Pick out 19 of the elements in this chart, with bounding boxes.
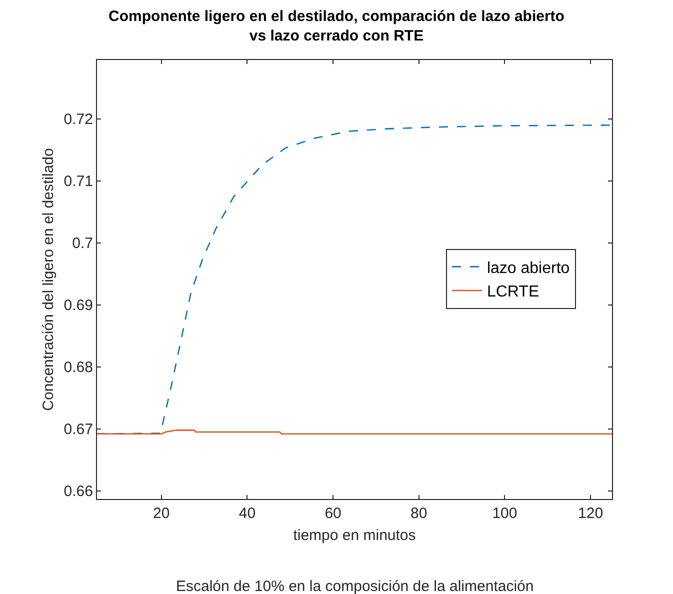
x-tick-label: 120 — [578, 505, 604, 522]
y-tick-label: 0.72 — [64, 111, 93, 128]
y-tick-label: 0.68 — [64, 359, 93, 376]
text: Escalón de 10% en la composición de la alimentación — [176, 578, 534, 594]
y-tick-label: 0.71 — [64, 173, 93, 190]
x-tick-label: 80 — [410, 505, 428, 522]
legend-label: lazo abierto — [486, 260, 570, 277]
y-tick-label: 0.66 — [64, 483, 93, 500]
x-tick-label: 20 — [153, 505, 170, 522]
chart-title: Componente ligero en el destilado, comparación de lazo abierto vs lazo cerrado con RTE — [108, 8, 564, 44]
y-tick-label: 0.69 — [64, 297, 93, 314]
x-tick-label: 60 — [324, 505, 342, 522]
x-tick-label: 100 — [492, 505, 518, 522]
y-tick-label: 0.7 — [72, 235, 93, 252]
legend-label: LCRTE — [486, 284, 540, 301]
x-tick-label: 40 — [238, 505, 256, 522]
y-axis-title: Concentración del ligero en el destilado — [40, 148, 58, 411]
x-axis-title: tiempo en minutos — [293, 527, 416, 544]
y-tick-label: 0.67 — [64, 421, 93, 438]
